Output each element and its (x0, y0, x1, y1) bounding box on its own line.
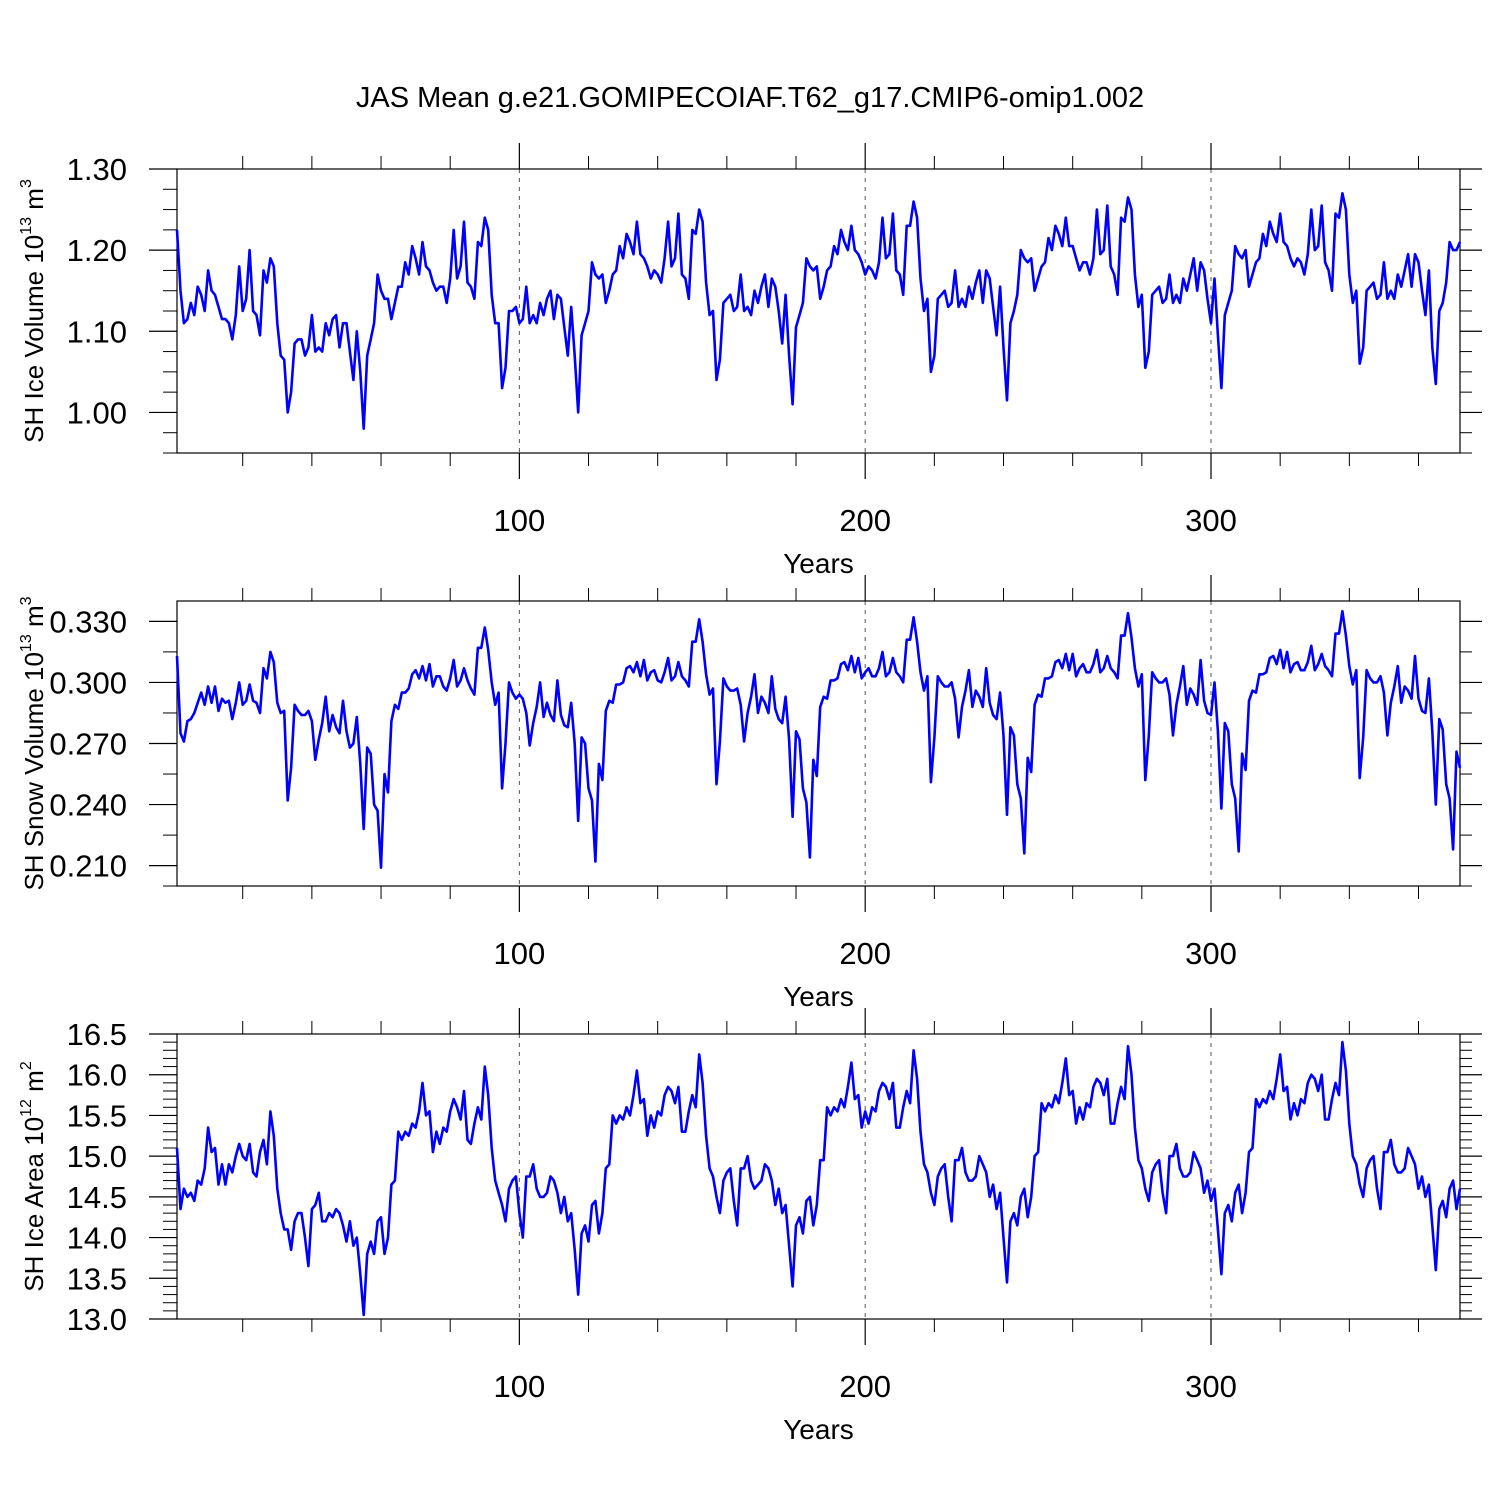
y-tick-label: 0.240 (49, 788, 127, 823)
y-axis-label-exp: 12 (18, 1099, 35, 1117)
series-line-ice-area (175, 1040, 1462, 1317)
y-axis-label-exp: 13 (18, 217, 35, 235)
y-tick-label: 1.30 (67, 152, 127, 187)
panel-ice-volume: 100 200 300 1.00 1.10 1.20 1.30 Years SH Ice Vol… (18, 143, 1482, 579)
y-axis-label-main: SH Ice Volume 10 (19, 235, 49, 443)
x-tick-label: 100 (493, 503, 545, 538)
y-tick-label: 0.270 (49, 727, 127, 762)
y-tick-label: 1.20 (67, 233, 127, 268)
y-tick-label: 14.5 (67, 1180, 127, 1215)
x-tick-label: 300 (1185, 1369, 1237, 1404)
y-tick-label: 13.5 (67, 1261, 127, 1296)
chart-title: JAS Mean g.e21.GOMIPECOIAF.T62_g17.CMIP6… (356, 82, 1144, 114)
series-line-snow-volume (175, 609, 1462, 870)
x-tick-label: 300 (1185, 936, 1237, 971)
y-tick-label: 0.210 (49, 849, 127, 884)
x-tick-label: 100 (493, 936, 545, 971)
x-tick-label: 100 (493, 1369, 545, 1404)
y-tick-label: 1.00 (67, 395, 127, 430)
x-axis-label: Years (783, 981, 854, 1012)
y-axis-label-unit-exp: 2 (18, 1061, 35, 1070)
y-axis-label-unit: m (19, 1070, 49, 1099)
y-axis-label-main: SH Snow Volume 10 (19, 652, 49, 890)
y-tick-label: 0.330 (49, 604, 127, 639)
x-tick-label: 200 (839, 936, 891, 971)
y-axis-label-unit-exp: 3 (18, 179, 35, 188)
y-axis-label-unit: m (19, 188, 49, 217)
y-axis-label-unit: m (19, 605, 49, 634)
y-tick-label: 1.10 (67, 314, 127, 349)
x-axis-label: Years (783, 1414, 854, 1445)
y-tick-label: 15.0 (67, 1139, 127, 1174)
y-tick-label: 0.300 (49, 665, 127, 700)
panel-snow-volume: 100 200 300 0.210 0.240 0.270 0.300 0.330 Years S… (18, 575, 1482, 1012)
y-axis-label: SH Ice Volume 1013 m3 (18, 179, 49, 443)
y-axis-label: SH Ice Area 1012 m2 (18, 1061, 49, 1292)
y-axis-label: SH Snow Volume 1013 m3 (18, 596, 49, 890)
y-axis-label-unit-exp: 3 (18, 596, 35, 605)
y-axis-label-exp: 13 (18, 634, 35, 652)
series-line-ice-volume (175, 192, 1462, 431)
x-tick-label: 200 (839, 503, 891, 538)
y-tick-label: 14.0 (67, 1221, 127, 1256)
y-axis-label-main: SH Ice Area 10 (19, 1117, 49, 1292)
plot-frame (176, 1033, 1461, 1320)
y-tick-label: 15.5 (67, 1098, 127, 1133)
plot-frame (176, 168, 1461, 454)
x-tick-label: 300 (1185, 503, 1237, 538)
y-tick-label: 16.0 (67, 1058, 127, 1093)
x-axis-label: Years (783, 548, 854, 579)
x-tick-label: 200 (839, 1369, 891, 1404)
y-tick-label: 16.5 (67, 1017, 127, 1052)
y-tick-label: 13.0 (67, 1302, 127, 1337)
panel-ice-area: 100 200 300 13.0 13.5 14.0 14.5 15.0 15.5 16.0 16.… (18, 1008, 1482, 1445)
